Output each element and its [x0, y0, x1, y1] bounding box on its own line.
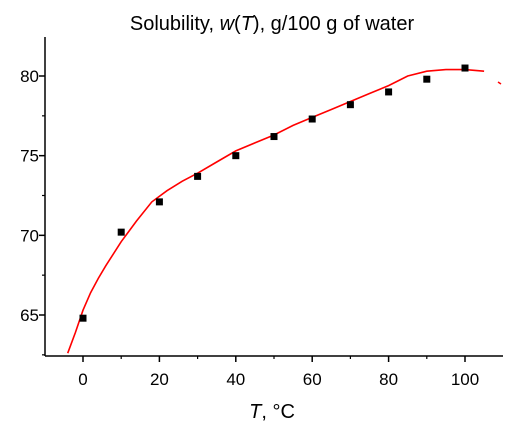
data-point	[155, 198, 163, 206]
chart-title-prefix: Solubility,	[130, 13, 220, 35]
y-axis-ticks: 65 70 75 80	[20, 67, 45, 356]
x-tick-label: 40	[226, 370, 245, 389]
x-tick-label: 100	[451, 370, 479, 389]
x-tick-label: 0	[78, 370, 87, 389]
x-tick-label: 80	[379, 370, 398, 389]
x-axis-label-variable: T	[249, 401, 263, 423]
data-point	[423, 75, 431, 83]
y-tick-label: 80	[20, 67, 39, 86]
data-point	[194, 172, 202, 180]
y-tick-label: 65	[20, 306, 39, 325]
right-edge-mark	[497, 81, 502, 85]
data-points	[79, 64, 469, 322]
x-tick-label: 20	[150, 370, 169, 389]
data-point	[346, 101, 354, 109]
fit-curve-line	[66, 68, 485, 354]
x-tick-label: 60	[303, 370, 322, 389]
x-axis-label: T, °C	[249, 401, 295, 423]
chart-title-open-paren: (	[234, 13, 241, 35]
chart-title-suffix: ), g/100 g of water	[253, 13, 415, 35]
data-point	[79, 314, 87, 322]
data-point	[308, 115, 316, 123]
y-tick-label: 70	[20, 226, 39, 245]
data-point	[270, 133, 278, 141]
data-point	[117, 228, 125, 236]
x-axis-label-unit: , °C	[261, 401, 295, 423]
data-point	[461, 64, 469, 72]
chart-title: Solubility, w(T), g/100 g of water	[130, 13, 415, 35]
chart-title-argument: T	[241, 13, 255, 35]
data-point	[385, 88, 393, 96]
chart-title-variable: w	[220, 13, 236, 35]
data-point	[232, 152, 240, 160]
x-axis-ticks: 0 20 40 60 80 100	[78, 356, 479, 389]
y-tick-label: 75	[20, 147, 39, 166]
